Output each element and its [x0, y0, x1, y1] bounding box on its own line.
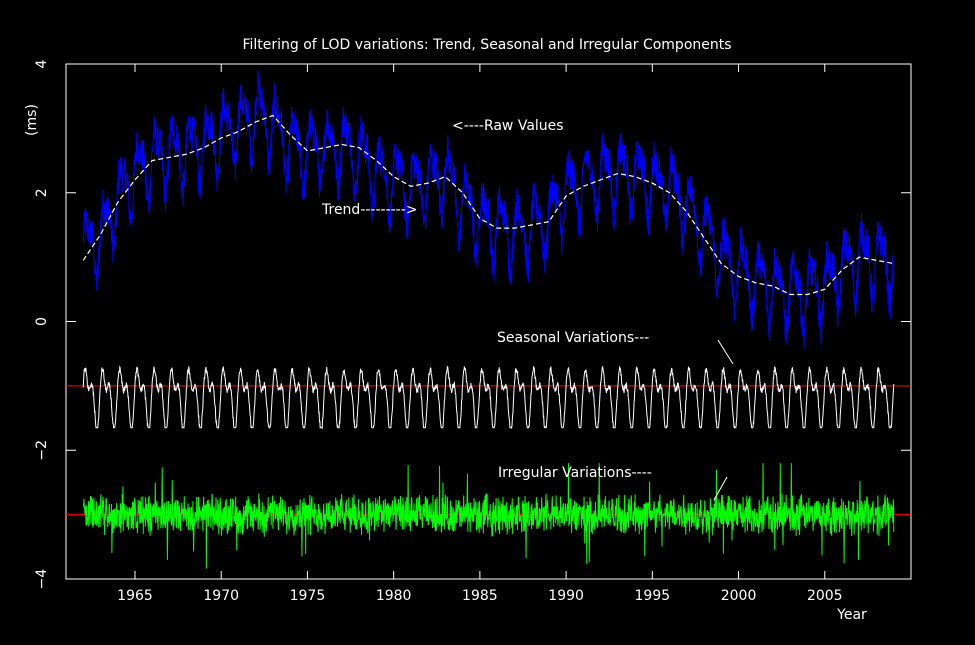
- x-tick-label: 2005: [807, 588, 843, 604]
- x-tick-label: 1995: [635, 588, 671, 604]
- x-tick-label: 1975: [290, 588, 326, 604]
- y-tick-label: 2: [34, 188, 50, 197]
- seasonal-pointer: [717, 339, 734, 365]
- annotation-raw-values: <----Raw Values: [452, 118, 564, 134]
- y-tick-label: −4: [34, 569, 50, 590]
- y-tick-label: 4: [34, 59, 50, 68]
- y-axis-label: (ms): [24, 104, 40, 136]
- annotation-seasonal: Seasonal Variations---: [497, 330, 649, 346]
- series-layer: [82, 70, 895, 569]
- seasonal-line: [82, 365, 895, 430]
- axis-ticks: 1965 1970 1975 1980 1985 1990 1995 2000 2005 4 2 0 −…: [34, 59, 911, 604]
- x-tick-label: 1985: [462, 588, 498, 604]
- irregular-pointer: [713, 476, 728, 501]
- x-tick-label: 1965: [117, 588, 153, 604]
- y-tick-label: 0: [34, 317, 50, 326]
- x-tick-label: 1980: [376, 588, 412, 604]
- x-tick-label: 1990: [548, 588, 584, 604]
- irregular-line: [82, 463, 895, 569]
- chart-title: Filtering of LOD variations: Trend, Seas…: [242, 37, 731, 53]
- y-tick-label: −2: [34, 440, 50, 461]
- annotation-irregular: Irregular Variations----: [498, 465, 652, 481]
- x-tick-label: 2000: [721, 588, 757, 604]
- annotations: <----Raw Values Trend---------> Seasonal…: [321, 118, 734, 501]
- x-axis-label: Year: [836, 607, 867, 623]
- raw-values-line: [82, 70, 895, 350]
- x-tick-label: 1970: [203, 588, 239, 604]
- annotation-trend: Trend--------->: [321, 202, 418, 218]
